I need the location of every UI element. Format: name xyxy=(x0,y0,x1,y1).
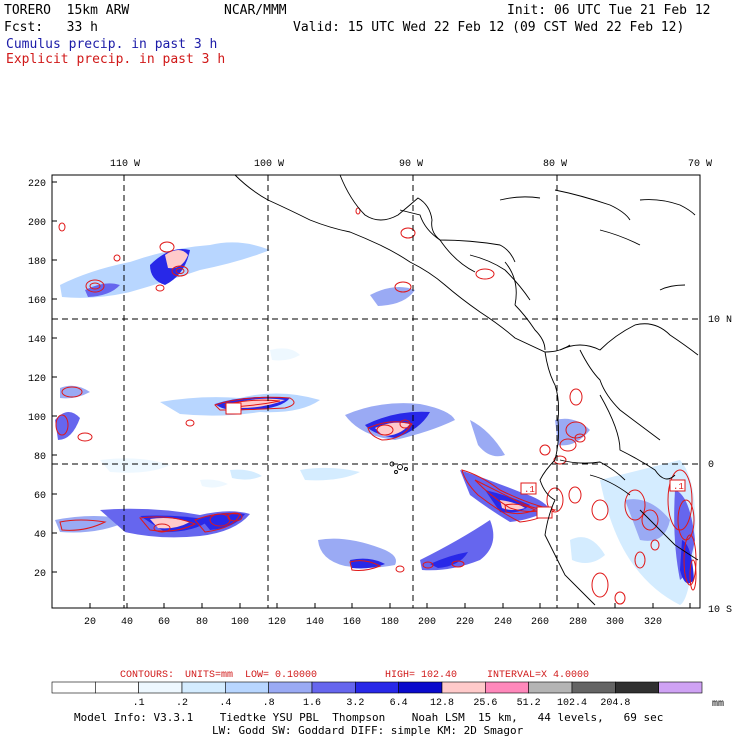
legend-swatch xyxy=(268,681,313,694)
x-tick-140: 140 xyxy=(306,617,324,628)
legend-swatch xyxy=(615,681,659,694)
lon-label-90w: 90 W xyxy=(399,159,423,170)
legend-label: 12.8 xyxy=(430,698,454,709)
y-tick-140: 140 xyxy=(28,335,46,346)
legend-swatch xyxy=(225,681,269,694)
contours-low: LOW= 0.10000 xyxy=(245,670,317,681)
model-title: TORERO 15km ARW xyxy=(4,3,130,18)
y-tick-160: 160 xyxy=(28,296,46,307)
y-tick-220: 220 xyxy=(28,179,46,190)
x-tick-160: 160 xyxy=(343,617,361,628)
legend-label: .8 xyxy=(263,698,275,709)
legend-label: .1 xyxy=(133,698,145,709)
y-tick-20: 20 xyxy=(34,569,46,580)
y-tick-200: 200 xyxy=(28,218,46,229)
contour-tag-1: .1 xyxy=(524,485,535,495)
legend-swatch xyxy=(51,681,96,694)
init-time: Init: 06 UTC Tue 21 Feb 12 xyxy=(507,3,711,18)
lon-label-100w: 100 W xyxy=(254,159,284,170)
cumulus-precip-areas xyxy=(55,242,696,605)
legend-label: .2 xyxy=(176,698,188,709)
legend-label: 1.6 xyxy=(303,698,321,709)
color-legend-bar xyxy=(51,681,703,694)
legend-swatch xyxy=(571,681,616,694)
map-frame xyxy=(51,174,701,609)
legend-label: 102.4 xyxy=(557,698,587,709)
legend-swatch xyxy=(181,681,226,694)
valid-time: Valid: 15 UTC Wed 22 Feb 12 (09 CST Wed … xyxy=(293,20,685,35)
y-tick-80: 80 xyxy=(34,452,46,463)
contours-interval: INTERVAL=X 4.0000 xyxy=(487,670,589,681)
field-explicit-label: Explicit precip. in past 3 h xyxy=(6,52,226,67)
color-legend-labels: .1 .2 .4 .8 1.6 3.2 6.4 12.8 25.6 51.2 102.4 204.8 xyxy=(133,698,631,709)
lat-label-eq: 0 xyxy=(708,460,714,471)
forecast-hour: Fcst: 33 h xyxy=(4,20,98,35)
coastlines xyxy=(234,174,699,606)
y-tick-120: 120 xyxy=(28,374,46,385)
x-tick-260: 260 xyxy=(531,617,549,628)
x-tick-80: 80 xyxy=(196,617,208,628)
x-tick-220: 220 xyxy=(456,617,474,628)
x-tick-120: 120 xyxy=(268,617,286,628)
legend-swatch xyxy=(138,681,183,694)
legend-unit: mm xyxy=(712,699,724,710)
legend-label: 204.8 xyxy=(600,698,630,709)
legend-label: 25.6 xyxy=(473,698,497,709)
x-tick-100: 100 xyxy=(231,617,249,628)
y-tick-60: 60 xyxy=(34,491,46,502)
lon-label-70w: 70 W xyxy=(688,159,712,170)
y-tick-180: 180 xyxy=(28,257,46,268)
x-tick-300: 300 xyxy=(606,617,624,628)
legend-label: 51.2 xyxy=(517,698,541,709)
contour-info: CONTOURS: UNITS=mm LOW= 0.10000 HIGH= 10… xyxy=(120,670,589,681)
contours-label: CONTOURS: xyxy=(120,670,174,681)
x-tick-240: 240 xyxy=(494,617,512,628)
contour-tag-2: .1 xyxy=(673,482,684,492)
lat-label-10s: 10 S xyxy=(708,605,732,616)
y-tick-100: 100 xyxy=(28,413,46,424)
x-tick-60: 60 xyxy=(158,617,170,628)
legend-swatch xyxy=(485,681,529,694)
lon-label-80w: 80 W xyxy=(543,159,567,170)
x-tick-200: 200 xyxy=(418,617,436,628)
org-label: NCAR/MMM xyxy=(224,3,287,18)
legend-swatch xyxy=(441,681,486,694)
explicit-precip-contours xyxy=(55,207,697,605)
x-axis-labels: 20 40 60 80 100 120 140 160 180 200 220 … xyxy=(84,617,662,628)
lat-label-10n: 10 N xyxy=(708,315,732,326)
lon-label-110w: 110 W xyxy=(110,159,140,170)
x-tick-180: 180 xyxy=(381,617,399,628)
axis-ticks xyxy=(52,181,691,608)
contours-units: UNITS=mm xyxy=(185,670,233,681)
legend-swatch xyxy=(398,681,443,694)
x-tick-20: 20 xyxy=(84,617,96,628)
x-tick-40: 40 xyxy=(121,617,133,628)
legend-swatch xyxy=(658,681,703,694)
lat-lon-grid xyxy=(52,175,700,608)
legend-label: 3.2 xyxy=(346,698,364,709)
x-tick-320: 320 xyxy=(644,617,662,628)
x-tick-280: 280 xyxy=(569,617,587,628)
legend-label: 6.4 xyxy=(390,698,408,709)
legend-swatch xyxy=(95,681,139,694)
legend-swatch xyxy=(311,681,356,694)
y-tick-40: 40 xyxy=(34,530,46,541)
legend-label: .4 xyxy=(219,698,231,709)
field-cumulus-label: Cumulus precip. in past 3 h xyxy=(6,37,218,52)
y-axis-labels: 220 200 180 160 140 120 100 80 60 40 20 xyxy=(28,179,46,580)
legend-swatch xyxy=(355,681,399,694)
contour-tags: .1 .1 xyxy=(225,402,686,519)
legend-swatch xyxy=(528,681,573,694)
model-info-line2: LW: Godd SW: Goddard DIFF: simple KM: 2D… xyxy=(212,724,524,737)
model-info-line1: Model Info: V3.3.1 Tiedtke YSU PBL Thomp… xyxy=(74,711,664,724)
contours-high: HIGH= 102.40 xyxy=(385,670,457,681)
